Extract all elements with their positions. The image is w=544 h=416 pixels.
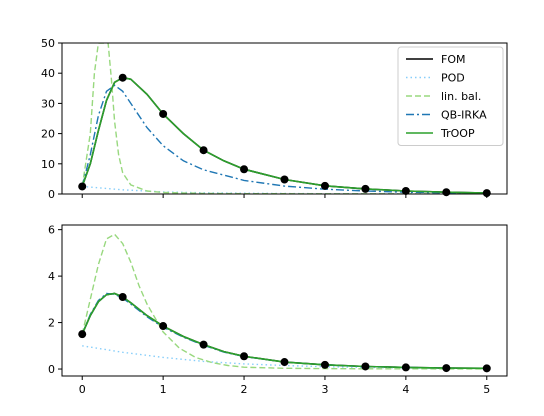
sample-marker bbox=[442, 188, 451, 197]
axes-frame bbox=[61, 42, 508, 195]
y-tick-label: 20 bbox=[41, 128, 55, 141]
series-line-fom bbox=[81, 292, 487, 370]
legend-label: FOM bbox=[441, 53, 465, 66]
sample-marker bbox=[78, 182, 87, 191]
series-line-qb-irka bbox=[81, 292, 487, 369]
sample-marker bbox=[442, 364, 451, 373]
legend-label: POD bbox=[441, 72, 465, 85]
y-tick-label: 10 bbox=[41, 158, 55, 171]
sample-marker bbox=[361, 184, 370, 193]
sample-marker bbox=[320, 360, 329, 369]
x-tick-label: 4 bbox=[402, 383, 409, 396]
legend: FOM POD lin. bal. QB-IRKA TrOOP bbox=[397, 46, 504, 146]
y-tick-label: 0 bbox=[48, 363, 55, 376]
y-tick-label: 2 bbox=[48, 317, 55, 330]
y-tick-label: 40 bbox=[41, 67, 55, 80]
sample-marker bbox=[240, 352, 249, 361]
x-tick-label: 3 bbox=[321, 383, 328, 396]
sample-marker bbox=[482, 189, 491, 198]
sample-marker bbox=[240, 165, 249, 174]
y-tick-label: 30 bbox=[41, 97, 55, 110]
x-tick-label: 2 bbox=[241, 383, 248, 396]
sample-marker bbox=[199, 146, 208, 155]
x-tick-label: 0 bbox=[79, 383, 86, 396]
legend-label: QB-IRKA bbox=[441, 109, 487, 122]
y-tick-label: 4 bbox=[48, 270, 55, 283]
sample-marker bbox=[280, 175, 289, 184]
sample-marker bbox=[401, 363, 410, 372]
series-line-lin-bal bbox=[81, 233, 487, 370]
sample-marker bbox=[78, 330, 87, 339]
y-tick-label: 50 bbox=[41, 37, 55, 50]
y-tick-label: 6 bbox=[48, 224, 55, 237]
x-tick-label: 1 bbox=[160, 383, 167, 396]
series-line-troop bbox=[81, 292, 487, 370]
sample-marker bbox=[482, 364, 491, 373]
sample-marker bbox=[118, 293, 127, 302]
bottom-panel: 0 1 2 3 4 5 0 2 4 6 bbox=[48, 224, 508, 396]
sample-marker bbox=[320, 181, 329, 190]
sample-marker bbox=[280, 358, 289, 367]
series-line-pod bbox=[82, 185, 487, 194]
x-tick-label: 5 bbox=[483, 383, 490, 396]
series-line-qb-irka bbox=[81, 84, 487, 194]
sample-marker bbox=[159, 109, 168, 118]
y-tick-label: 0 bbox=[48, 188, 55, 201]
axes-frame bbox=[61, 224, 508, 377]
legend-box bbox=[397, 46, 504, 146]
sample-marker bbox=[401, 186, 410, 195]
plot-area bbox=[81, 233, 487, 370]
sample-marker bbox=[361, 362, 370, 371]
sample-marker bbox=[118, 73, 127, 82]
sample-marker bbox=[199, 340, 208, 349]
sample-marker bbox=[159, 322, 168, 331]
legend-label: TrOOP bbox=[440, 127, 475, 140]
top-panel: 0 10 20 30 40 50 FOM POD lin. bal. QB-IRKA TrOOP bbox=[41, 37, 508, 201]
legend-label: lin. bal. bbox=[441, 90, 481, 103]
